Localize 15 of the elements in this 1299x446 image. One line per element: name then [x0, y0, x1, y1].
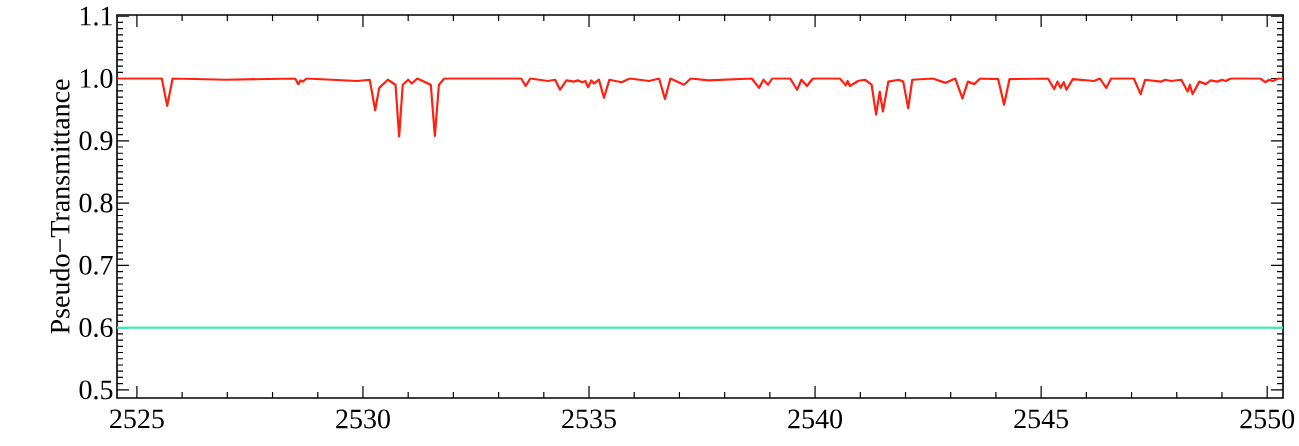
y-tick-label: 1.0: [80, 69, 113, 89]
x-tick-label: 2545: [1014, 409, 1069, 429]
line-series: [117, 77, 1284, 138]
x-tick-label: 2535: [562, 409, 616, 429]
x-tick-label: 2540: [788, 409, 843, 429]
y-tick-label: 0.7: [79, 255, 113, 275]
y-tick-label: 0.6: [79, 318, 113, 338]
y-axis-title: Pseudo−Transmittance: [49, 79, 70, 334]
x-tick-label: 2525: [110, 409, 164, 429]
y-tick-label: 1.1: [80, 6, 112, 26]
y-tick-label: 0.8: [79, 193, 113, 213]
y-tick-label: 0.5: [79, 380, 113, 400]
x-tick-label: 2550: [1240, 409, 1295, 429]
y-tick-label: 0.9: [79, 131, 113, 151]
x-tick-label: 2530: [336, 409, 390, 429]
